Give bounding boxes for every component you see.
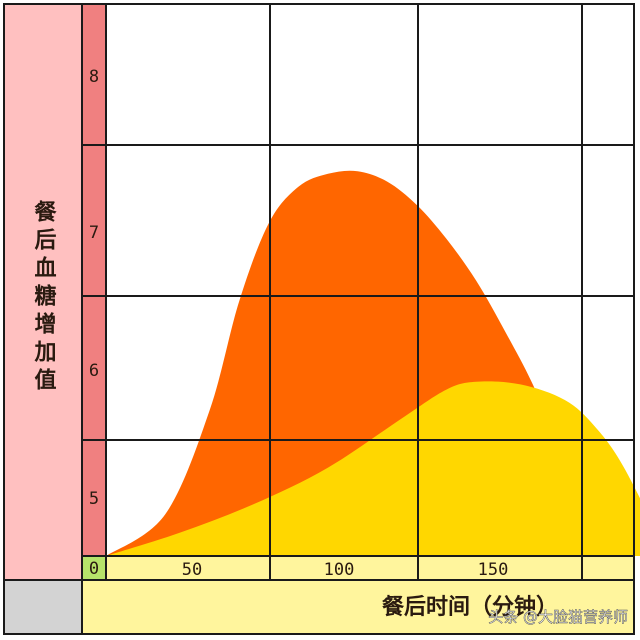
x-label-band — [82, 580, 634, 634]
y-tick-label-0: 0 — [89, 559, 99, 579]
y-label-band — [4, 4, 82, 580]
corner-cell — [4, 580, 82, 634]
y-tick-label-5: 5 — [89, 489, 99, 509]
x-tick-label-50: 50 — [182, 560, 202, 580]
grid-lines — [3, 3, 635, 635]
y-tick-band — [82, 4, 106, 556]
x-tick-label-100: 100 — [324, 560, 355, 580]
x-tick-band — [106, 556, 634, 580]
y-tick-label-6: 6 — [89, 361, 99, 381]
y-tick-label-7: 7 — [89, 223, 99, 243]
zero-cell — [82, 556, 106, 580]
y-tick-label-8: 8 — [89, 67, 99, 87]
watermark: 头条 @大脸猫营养师 — [488, 608, 628, 626]
x-axis-label: 餐后时间（分钟） — [382, 594, 558, 620]
x-tick-label-150: 150 — [478, 560, 509, 580]
y-axis-label: 餐后血糖增加值 — [31, 200, 58, 396]
area-series-yellow — [106, 381, 640, 556]
